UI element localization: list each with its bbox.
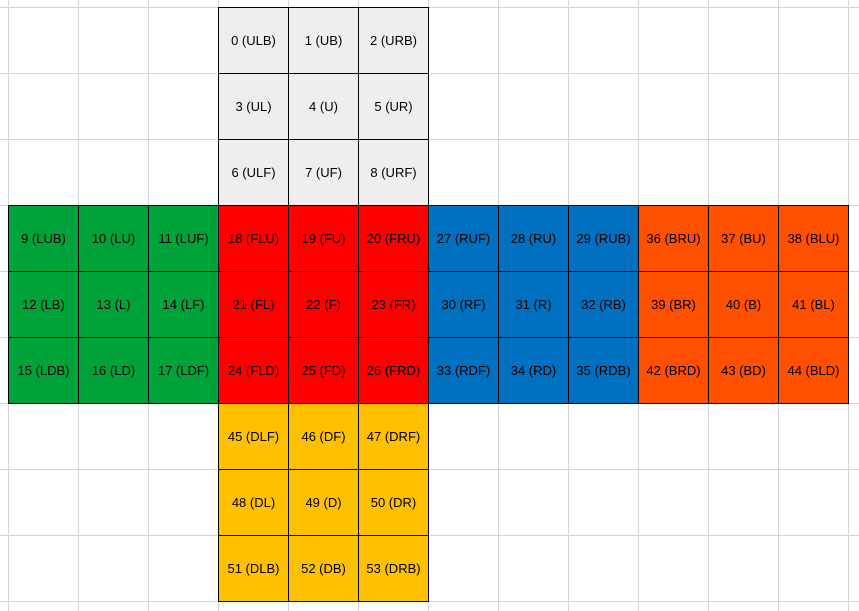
facelet-cell[interactable]: 35 (RDB) <box>568 337 639 404</box>
sheet-gridline-horizontal <box>0 469 859 470</box>
facelet-cell[interactable]: 2 (URB) <box>358 7 429 74</box>
facelet-cell[interactable]: 31 (R) <box>498 271 569 338</box>
facelet-cell[interactable]: 42 (BRD) <box>638 337 709 404</box>
sheet-gridline-horizontal <box>0 535 859 536</box>
facelet-cell[interactable]: 39 (BR) <box>638 271 709 338</box>
facelet-cell[interactable]: 47 (DRF) <box>358 403 429 470</box>
facelet-cell[interactable]: 3 (UL) <box>218 73 289 140</box>
facelet-cell[interactable]: 11 (LUF) <box>148 205 219 272</box>
facelet-cell[interactable]: 23 (FR) <box>358 271 429 338</box>
facelet-cell[interactable]: 30 (RF) <box>428 271 499 338</box>
sheet-gridline-horizontal <box>0 601 859 602</box>
facelet-cell[interactable]: 22 (F) <box>288 271 359 338</box>
facelet-cell[interactable]: 32 (RB) <box>568 271 639 338</box>
facelet-cell[interactable]: 12 (LB) <box>8 271 79 338</box>
facelet-cell[interactable]: 44 (BLD) <box>778 337 849 404</box>
facelet-cell[interactable]: 8 (URF) <box>358 139 429 206</box>
facelet-cell[interactable]: 20 (FRU) <box>358 205 429 272</box>
facelet-cell[interactable]: 14 (LF) <box>148 271 219 338</box>
facelet-cell[interactable]: 27 (RUF) <box>428 205 499 272</box>
facelet-cell[interactable]: 7 (UF) <box>288 139 359 206</box>
facelet-cell[interactable]: 13 (L) <box>78 271 149 338</box>
sheet-gridline-horizontal <box>0 7 859 8</box>
facelet-cell[interactable]: 41 (BL) <box>778 271 849 338</box>
facelet-cell[interactable]: 18 (FLU) <box>218 205 289 272</box>
sheet-gridline-horizontal <box>0 139 859 140</box>
facelet-cell[interactable]: 19 (FU) <box>288 205 359 272</box>
facelet-cell[interactable]: 34 (RD) <box>498 337 569 404</box>
facelet-cell[interactable]: 46 (DF) <box>288 403 359 470</box>
facelet-cell[interactable]: 49 (D) <box>288 469 359 536</box>
sheet-gridline-horizontal <box>0 73 859 74</box>
facelet-cell[interactable]: 48 (DL) <box>218 469 289 536</box>
facelet-cell[interactable]: 37 (BU) <box>708 205 779 272</box>
facelet-cell[interactable]: 6 (ULF) <box>218 139 289 206</box>
facelet-cell[interactable]: 5 (UR) <box>358 73 429 140</box>
facelet-cell[interactable]: 28 (RU) <box>498 205 569 272</box>
facelet-cell[interactable]: 50 (DR) <box>358 469 429 536</box>
facelet-cell[interactable]: 40 (B) <box>708 271 779 338</box>
facelet-cell[interactable]: 52 (DB) <box>288 535 359 602</box>
facelet-cell[interactable]: 10 (LU) <box>78 205 149 272</box>
facelet-cell[interactable]: 53 (DRB) <box>358 535 429 602</box>
facelet-cell[interactable]: 36 (BRU) <box>638 205 709 272</box>
facelet-cell[interactable]: 43 (BD) <box>708 337 779 404</box>
facelet-cell[interactable]: 29 (RUB) <box>568 205 639 272</box>
facelet-cell[interactable]: 0 (ULB) <box>218 7 289 74</box>
facelet-cell[interactable]: 16 (LD) <box>78 337 149 404</box>
facelet-cell[interactable]: 25 (FD) <box>288 337 359 404</box>
facelet-cell[interactable]: 38 (BLU) <box>778 205 849 272</box>
facelet-cell[interactable]: 24 (FLD) <box>218 337 289 404</box>
facelet-cell[interactable]: 9 (LUB) <box>8 205 79 272</box>
facelet-cell[interactable]: 17 (LDF) <box>148 337 219 404</box>
facelet-cell[interactable]: 33 (RDF) <box>428 337 499 404</box>
facelet-cell[interactable]: 4 (U) <box>288 73 359 140</box>
facelet-cell[interactable]: 21 (FL) <box>218 271 289 338</box>
facelet-cell[interactable]: 1 (UB) <box>288 7 359 74</box>
facelet-cell[interactable]: 15 (LDB) <box>8 337 79 404</box>
facelet-cell[interactable]: 26 (FRD) <box>358 337 429 404</box>
facelet-cell[interactable]: 51 (DLB) <box>218 535 289 602</box>
facelet-cell[interactable]: 45 (DLF) <box>218 403 289 470</box>
